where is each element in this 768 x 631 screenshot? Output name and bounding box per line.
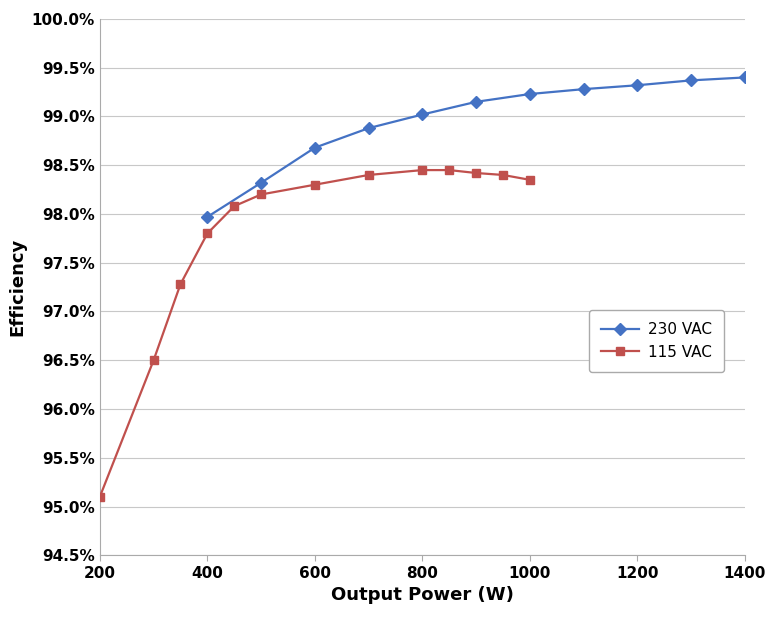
Line: 230 VAC: 230 VAC [204,73,749,221]
115 VAC [95,493,104,500]
230 VAC [579,85,588,93]
Y-axis label: Efficiency: Efficiency [8,238,26,336]
230 VAC [418,110,427,118]
115 VAC [445,167,454,174]
Line: 115 VAC: 115 VAC [96,166,534,501]
230 VAC [364,124,373,132]
115 VAC [257,191,266,198]
230 VAC [203,213,212,221]
230 VAC [257,179,266,187]
230 VAC [310,144,319,151]
230 VAC [633,81,642,89]
230 VAC [472,98,481,105]
230 VAC [740,74,750,81]
230 VAC [525,90,535,98]
115 VAC [418,167,427,174]
115 VAC [525,176,535,184]
115 VAC [498,171,508,179]
115 VAC [472,169,481,177]
115 VAC [203,230,212,237]
Legend: 230 VAC, 115 VAC: 230 VAC, 115 VAC [588,310,724,372]
230 VAC [687,76,696,84]
115 VAC [149,357,158,364]
X-axis label: Output Power (W): Output Power (W) [331,586,514,604]
115 VAC [364,171,373,179]
115 VAC [230,203,239,210]
115 VAC [176,280,185,288]
115 VAC [310,181,319,189]
